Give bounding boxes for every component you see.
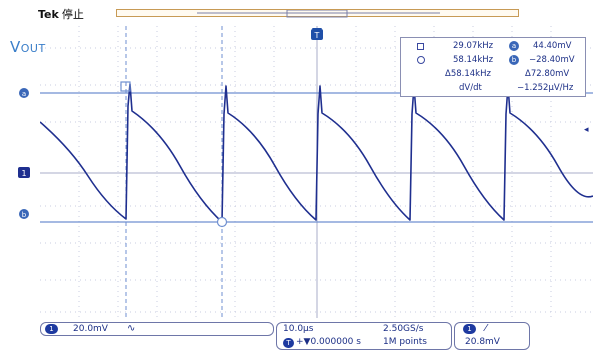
delta-voltage: Δ72.80mV [525,69,570,79]
channel-1-ground-label: 1 [21,169,26,178]
trigger-position-text: T [314,31,320,40]
delay-chip: T [283,338,294,348]
trigger-source-chip: 1 [463,324,476,334]
slope-label: dV/dt [459,83,482,93]
channel-1-chip: 1 [45,324,58,334]
acquisition-state: 停止 [61,8,84,21]
brand-logo: Tek [38,8,59,21]
cursor-b-badge-label: b [22,211,27,219]
cursor-b-icon: b [509,55,519,65]
cursor-a-voltage: 44.40mV [533,41,572,51]
brand-status: Tek 停止 [38,6,84,22]
cursor-b-badge[interactable] [19,209,29,219]
square-cursor-icon [417,43,424,50]
cursor-a-badge-label: a [22,90,26,98]
cursor1-frequency: 29.07kHz [453,41,494,51]
slope-value: −1.252μV/Hz [517,83,574,93]
circle-cursor-icon [417,56,425,64]
left-markers: a 1 b [18,88,30,219]
cursor-square-marker[interactable] [120,81,131,92]
sample-rate: 2.50GS/s [383,324,424,334]
cursor-circle-marker[interactable] [216,216,228,228]
record-view-bar[interactable] [116,9,519,18]
delta-frequency: Δ58.14kHz [445,69,491,79]
record-length: 1M points [383,337,427,347]
channel-1-scale: 20.0mV [73,324,108,334]
timebase-value: 10.0μs [283,324,314,334]
trigger-position-marker[interactable] [311,29,323,40]
signal-label-sub: OUT [20,42,46,55]
waveform-trace [40,83,593,223]
trigger-level-icon: ◂ [584,125,589,135]
record-view-window [197,10,440,18]
channel-1-ground-marker[interactable] [18,167,30,178]
trigger-slope-icon: ⁄ [485,323,487,334]
signal-label: VOUT [10,38,46,56]
bandwidth-limit-icon: ∿ [127,323,136,334]
timebase-settings[interactable]: 10.0μs T +▼0.000000 s 2.50GS/s 1M points [276,322,452,350]
channel-1-settings[interactable]: 1 20.0mV ∿ [40,322,274,336]
cursor-b-voltage: −28.40mV [529,55,575,65]
top-bar: Tek 停止 [0,0,593,26]
trigger-level: 20.8mV [465,337,500,347]
horizontal-delay: +▼0.000000 s [296,337,361,347]
cursor-a-icon: a [509,41,519,51]
cursor-a-badge[interactable] [19,88,29,98]
cursor2-frequency: 58.14kHz [453,55,494,65]
cursor-readout-panel: 29.07kHz a 44.40mV 58.14kHz b −28.40mV Δ… [400,37,586,97]
status-bar: 1 20.0mV ∿ 10.0μs T +▼0.000000 s 2.50GS/… [0,318,593,351]
signal-label-main: V [10,38,21,56]
trigger-settings[interactable]: 1 ⁄ 20.8mV [454,322,530,350]
